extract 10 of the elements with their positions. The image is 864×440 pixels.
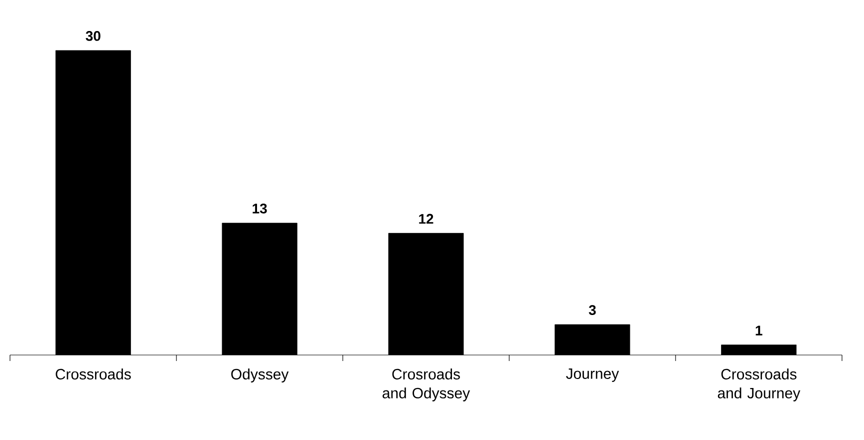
x-tick-label: Journey <box>566 368 619 382</box>
x-tick-label: Crossroads <box>56 368 131 380</box>
x-tick-label: Odyssey <box>231 368 289 382</box>
data-label: 30 <box>86 31 100 41</box>
x-tick-label: Crosroads and Odyssey <box>382 368 470 402</box>
data-label: 13 <box>252 204 267 214</box>
data-label: 1 <box>756 326 762 336</box>
x-tick-label: Crossroads and Journey <box>718 368 800 402</box>
data-label: 3 <box>588 305 596 316</box>
data-label: 12 <box>419 214 434 224</box>
